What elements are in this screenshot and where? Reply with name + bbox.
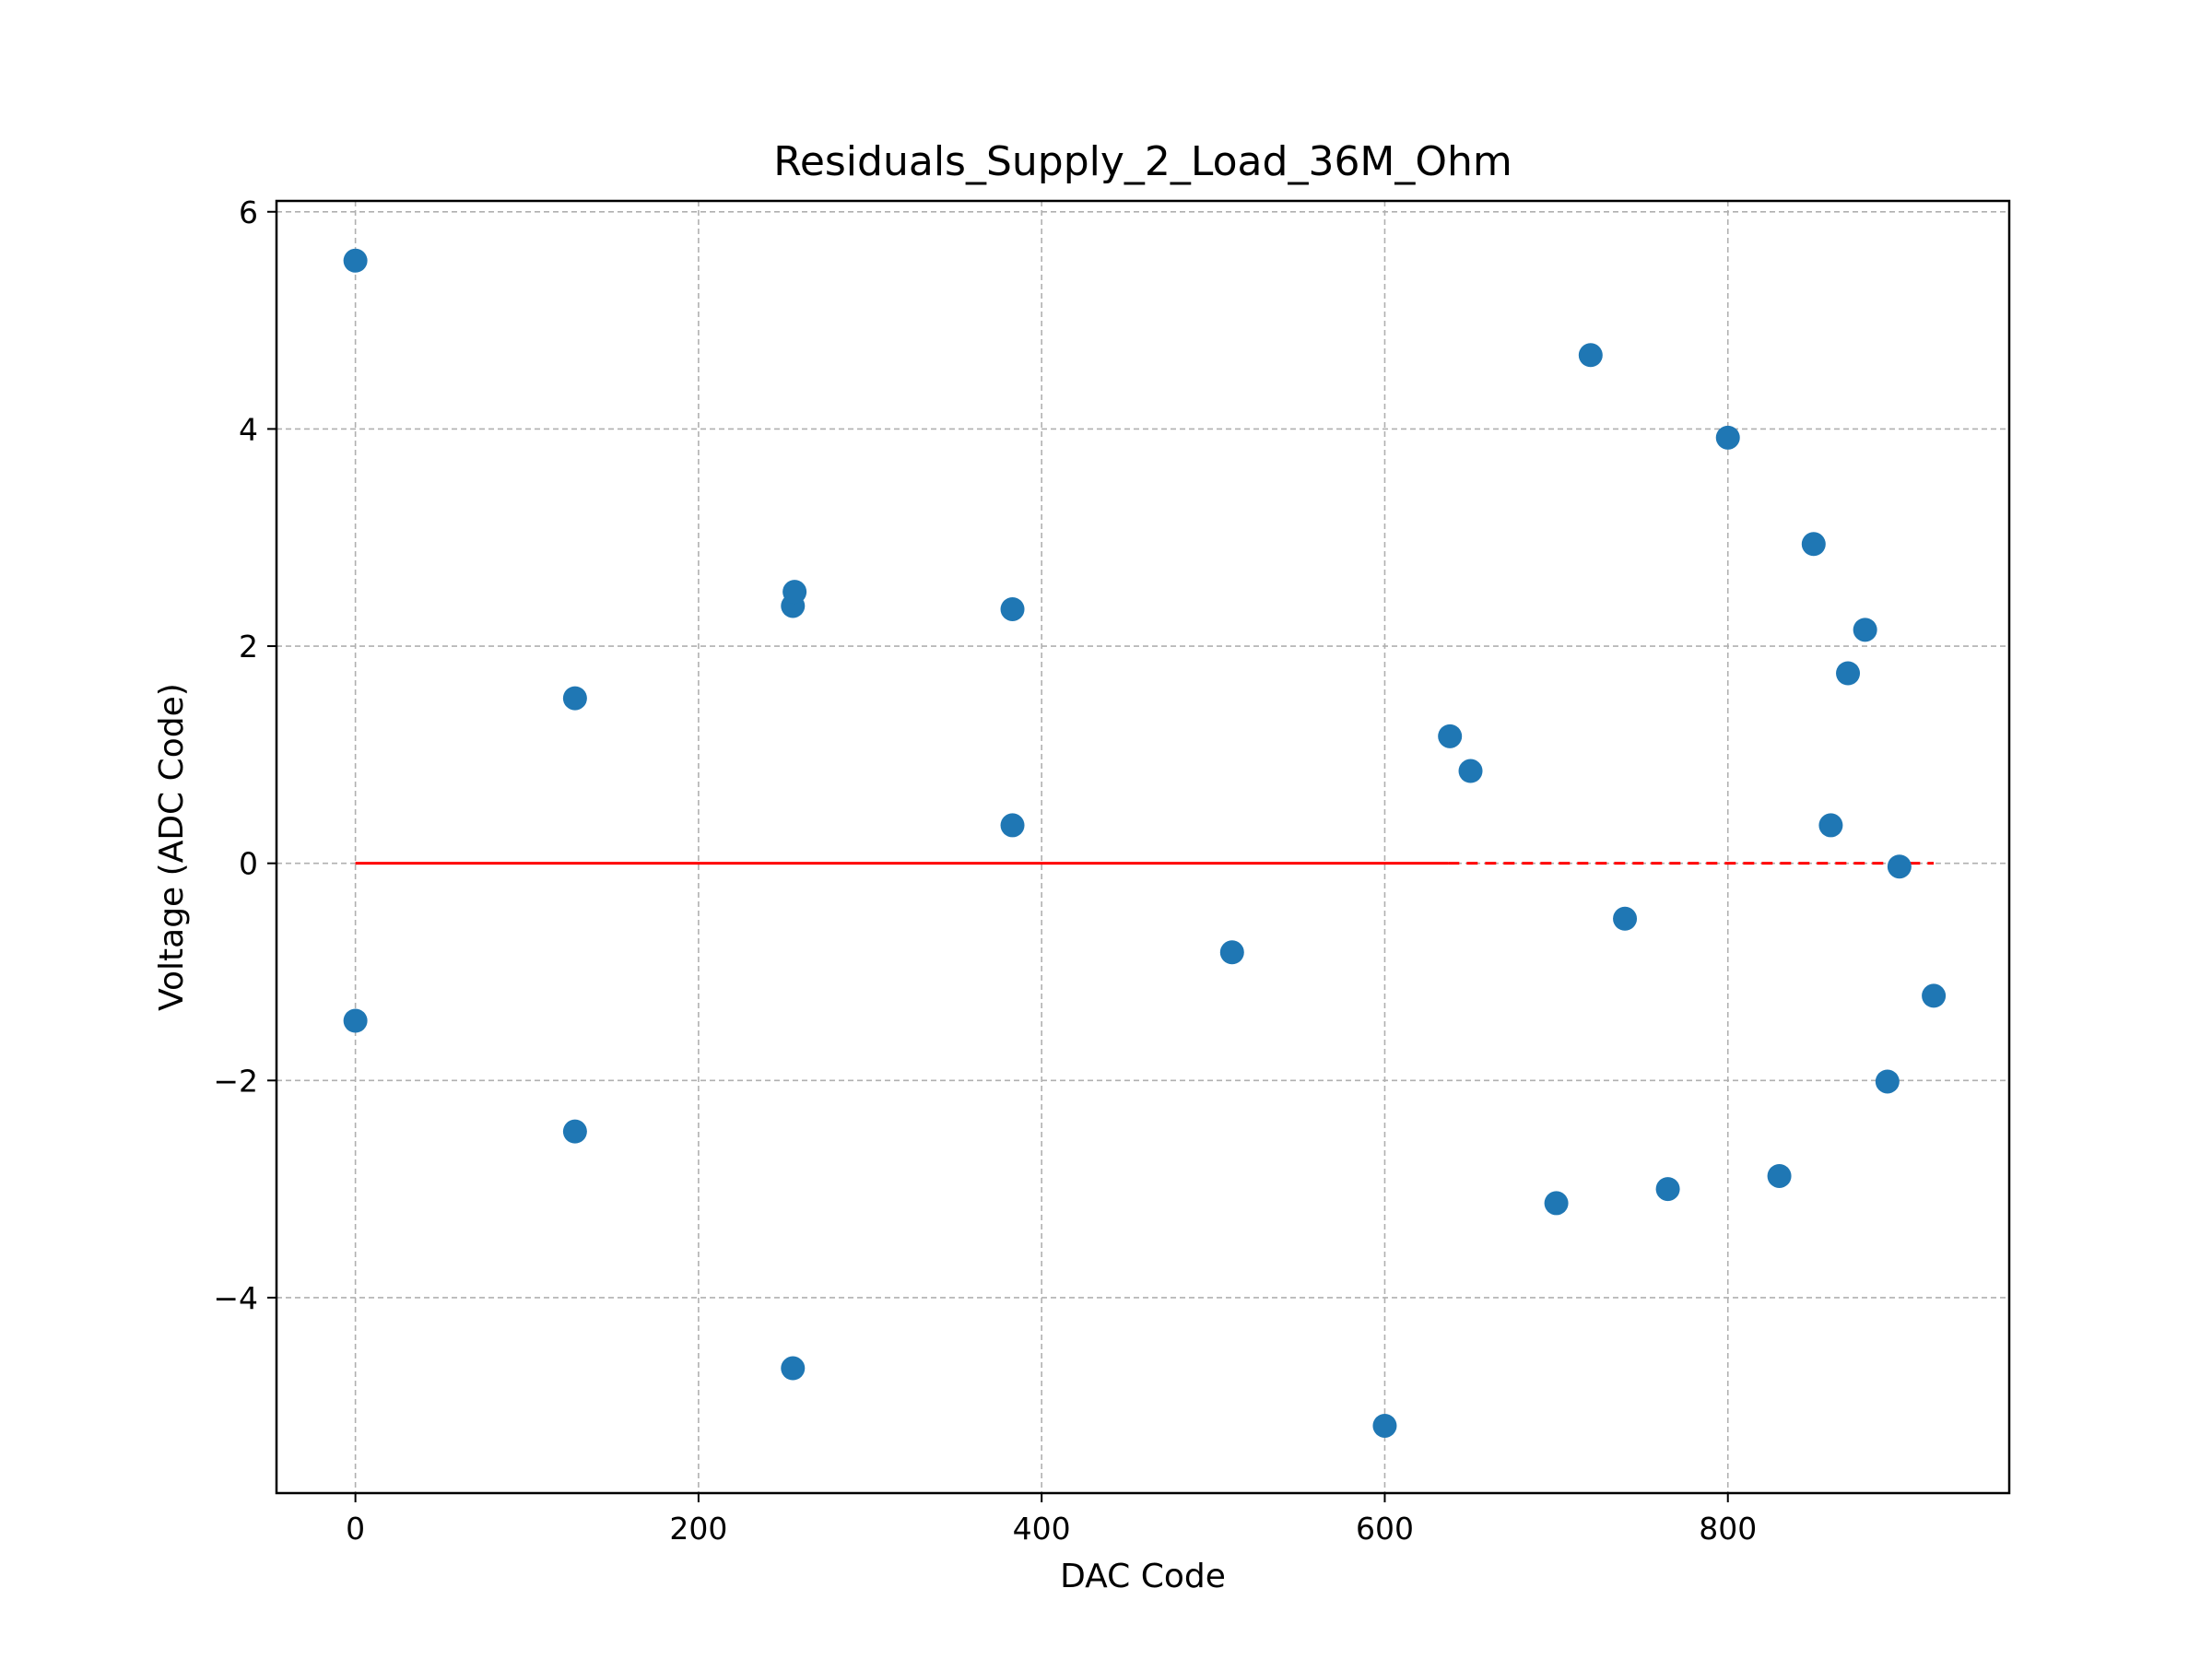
data-point (562, 1119, 587, 1144)
data-point (1767, 1163, 1792, 1188)
x-tick-label: 800 (1699, 1511, 1757, 1547)
data-point (1922, 983, 1947, 1008)
data-point (1613, 906, 1638, 931)
residual-points (343, 248, 1947, 1438)
y-axis-ticks: −4 −2 0 2 4 6 (213, 194, 276, 1316)
data-point (1801, 532, 1826, 557)
data-point (1458, 759, 1483, 783)
data-point (1438, 724, 1463, 748)
plot-frame (275, 199, 2011, 1495)
data-point (1372, 1413, 1397, 1438)
data-point (1000, 813, 1025, 838)
data-point (1544, 1191, 1569, 1216)
data-point (1887, 854, 1912, 879)
data-point (562, 686, 587, 711)
data-point (1219, 940, 1244, 965)
x-tick-label: 200 (669, 1511, 727, 1547)
y-tick-label: −4 (213, 1280, 258, 1316)
x-tick-label: 600 (1356, 1511, 1414, 1547)
y-axis-label: Voltage (ADC Code) (153, 683, 191, 1011)
data-point (1875, 1069, 1900, 1094)
data-point (1818, 813, 1843, 838)
x-axis-ticks: 0 200 400 600 800 (346, 1493, 1757, 1547)
data-point (1836, 661, 1861, 686)
data-point (1655, 1177, 1680, 1202)
data-point (1715, 425, 1740, 450)
data-point (781, 1356, 806, 1381)
x-tick-label: 400 (1013, 1511, 1071, 1547)
data-point (1853, 618, 1877, 642)
y-tick-label: 0 (239, 846, 258, 882)
y-tick-label: −2 (213, 1063, 258, 1099)
y-tick-label: 6 (239, 194, 258, 230)
x-axis-label: DAC Code (1060, 1558, 1226, 1595)
data-point (343, 248, 368, 273)
x-tick-label: 0 (346, 1511, 365, 1547)
y-tick-label: 4 (239, 411, 258, 447)
data-point (782, 580, 807, 605)
data-point (1578, 343, 1603, 368)
chart-title: Residuals_Supply_2_Load_36M_Ohm (773, 138, 1512, 185)
y-tick-label: 2 (239, 629, 258, 665)
data-point (1000, 596, 1025, 621)
data-point (343, 1008, 368, 1033)
